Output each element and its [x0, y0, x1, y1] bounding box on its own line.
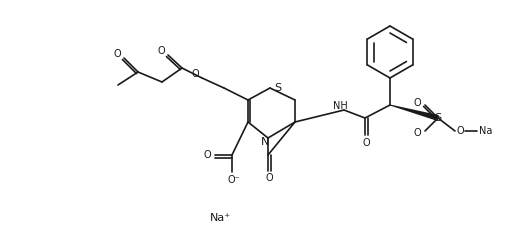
Text: O⁻: O⁻: [227, 175, 240, 185]
Text: NH: NH: [332, 101, 347, 111]
Text: O: O: [203, 150, 211, 160]
Text: O: O: [113, 49, 121, 59]
Text: S: S: [275, 83, 282, 93]
Text: O: O: [265, 173, 273, 183]
Text: O: O: [456, 126, 464, 136]
Polygon shape: [390, 104, 439, 121]
Text: Na⁺: Na⁺: [209, 213, 231, 223]
Text: S: S: [434, 113, 442, 123]
Text: N: N: [261, 137, 269, 147]
Text: O: O: [157, 46, 165, 56]
Text: O: O: [191, 69, 199, 79]
Text: Na: Na: [479, 126, 493, 136]
Text: O: O: [362, 138, 370, 148]
Text: O: O: [413, 128, 421, 138]
Text: O: O: [413, 98, 421, 108]
